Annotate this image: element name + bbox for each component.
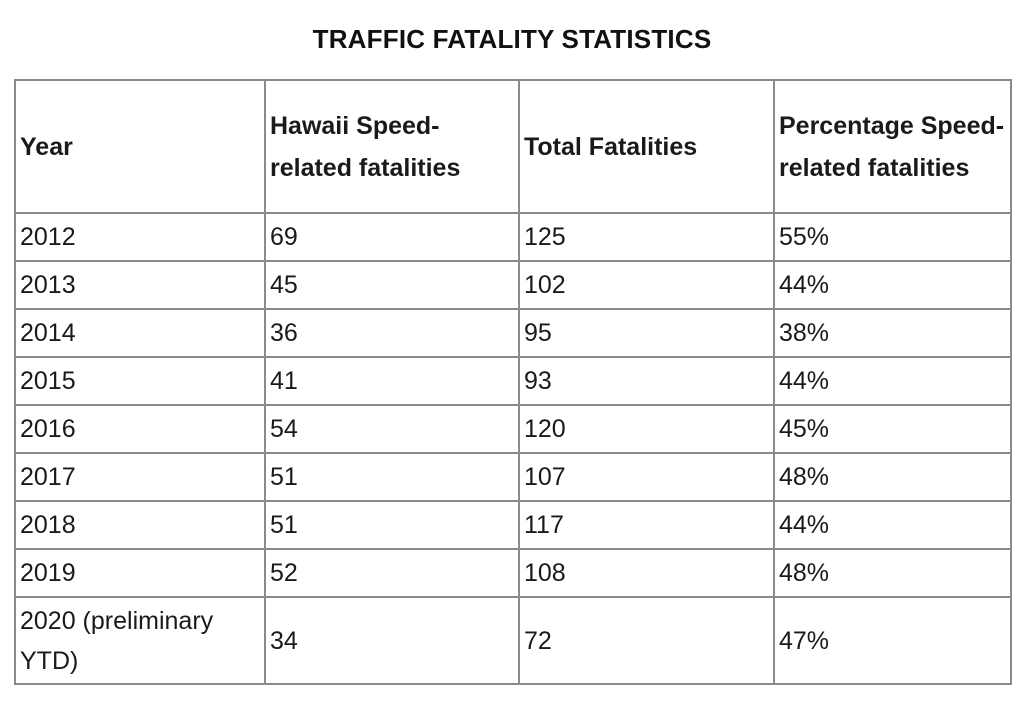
cell-speed-related: 51	[264, 452, 520, 502]
cell-percentage: 48%	[773, 452, 1012, 502]
cell-speed-related: 69	[264, 212, 520, 262]
cell-speed-related: 54	[264, 404, 520, 454]
cell-percentage: 45%	[773, 404, 1012, 454]
cell-total: 125	[518, 212, 775, 262]
cell-speed-related: 45	[264, 260, 520, 310]
cell-year: 2014	[14, 308, 266, 358]
cell-speed-related: 36	[264, 308, 520, 358]
cell-total: 117	[518, 500, 775, 550]
table-row: 2014 36 95 38%	[14, 308, 1012, 358]
fatality-statistics-table: Year Hawaii Speed-related fatalities Tot…	[14, 79, 1012, 685]
cell-percentage: 44%	[773, 500, 1012, 550]
header-total-fatalities: Total Fatalities	[518, 79, 775, 214]
cell-year: 2013	[14, 260, 266, 310]
table-header-row: Year Hawaii Speed-related fatalities Tot…	[14, 79, 1012, 214]
cell-total: 72	[518, 596, 775, 685]
cell-speed-related: 34	[264, 596, 520, 685]
cell-year: 2017	[14, 452, 266, 502]
cell-speed-related: 51	[264, 500, 520, 550]
cell-total: 108	[518, 548, 775, 598]
cell-percentage: 48%	[773, 548, 1012, 598]
header-percentage-speed-related: Percentage Speed-related fatalities	[773, 79, 1012, 214]
page-title: TRAFFIC FATALITY STATISTICS	[312, 24, 712, 54]
cell-percentage: 38%	[773, 308, 1012, 358]
cell-percentage: 55%	[773, 212, 1012, 262]
table-row: 2016 54 120 45%	[14, 404, 1012, 454]
cell-year: 2016	[14, 404, 266, 454]
table-row: 2015 41 93 44%	[14, 356, 1012, 406]
cell-year: 2012	[14, 212, 266, 262]
cell-year: 2015	[14, 356, 266, 406]
cell-year: 2020 (preliminary YTD)	[14, 596, 266, 685]
cell-speed-related: 41	[264, 356, 520, 406]
cell-percentage: 44%	[773, 356, 1012, 406]
header-year: Year	[14, 79, 266, 214]
table-row: 2020 (preliminary YTD) 34 72 47%	[14, 596, 1012, 685]
table-row: 2017 51 107 48%	[14, 452, 1012, 502]
table-row: 2019 52 108 48%	[14, 548, 1012, 598]
cell-speed-related: 52	[264, 548, 520, 598]
cell-year: 2019	[14, 548, 266, 598]
header-speed-related-fatalities: Hawaii Speed-related fatalities	[264, 79, 520, 214]
table-row: 2012 69 125 55%	[14, 212, 1012, 262]
cell-total: 102	[518, 260, 775, 310]
table-row: 2013 45 102 44%	[14, 260, 1012, 310]
cell-total: 93	[518, 356, 775, 406]
cell-year: 2018	[14, 500, 266, 550]
cell-percentage: 47%	[773, 596, 1012, 685]
cell-total: 107	[518, 452, 775, 502]
cell-total: 95	[518, 308, 775, 358]
table-row: 2018 51 117 44%	[14, 500, 1012, 550]
cell-percentage: 44%	[773, 260, 1012, 310]
cell-total: 120	[518, 404, 775, 454]
